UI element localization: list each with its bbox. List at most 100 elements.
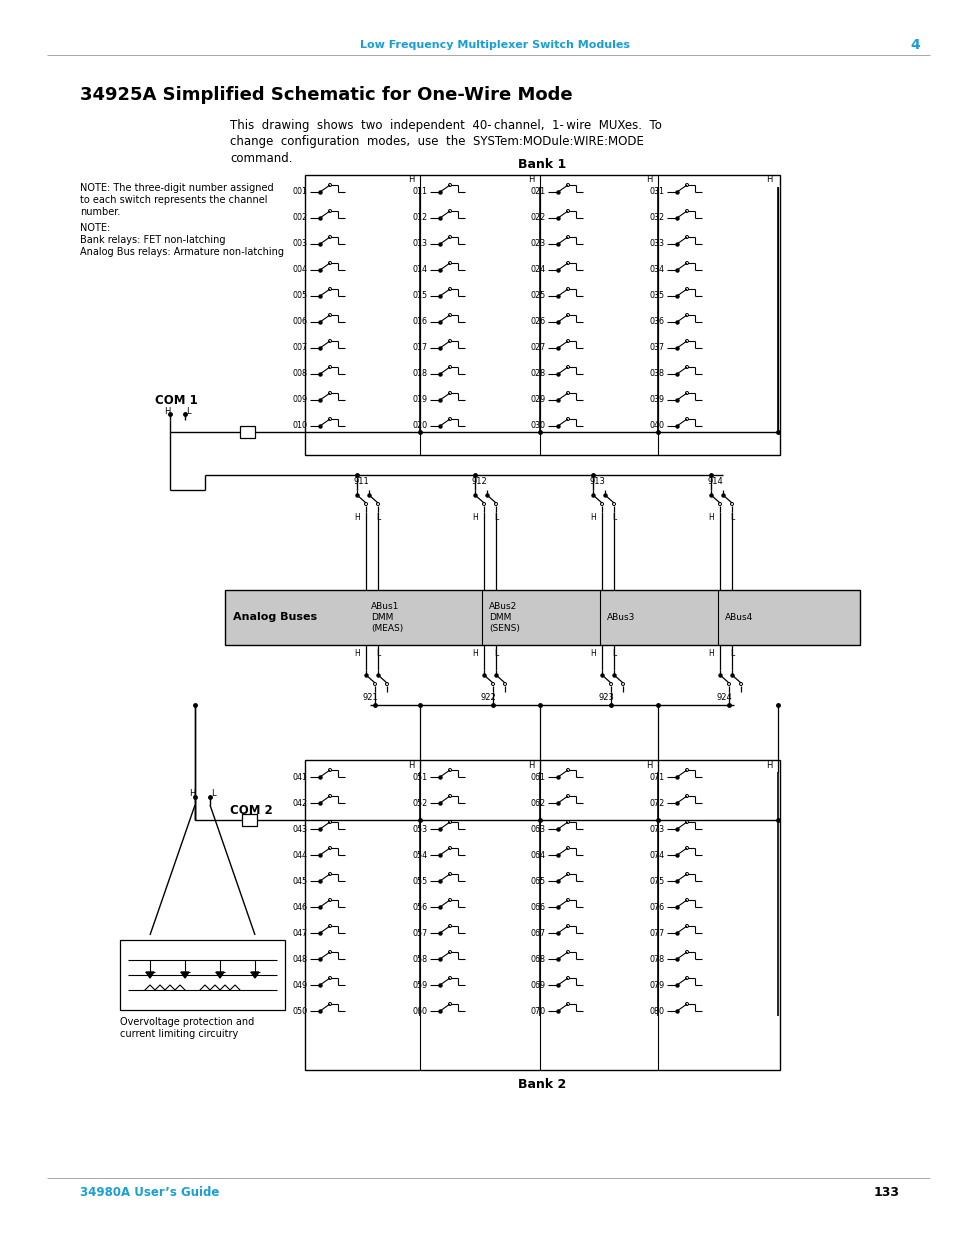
- Text: 069: 069: [530, 981, 545, 989]
- Text: H: H: [766, 761, 772, 769]
- Text: NOTE:: NOTE:: [80, 224, 111, 233]
- Text: 042: 042: [293, 799, 308, 808]
- Text: 020: 020: [413, 421, 428, 431]
- Text: 076: 076: [649, 903, 664, 911]
- Text: 063: 063: [531, 825, 545, 834]
- Text: 009: 009: [293, 395, 308, 405]
- Text: 057: 057: [413, 929, 428, 937]
- Text: to each switch represents the channel: to each switch represents the channel: [80, 195, 267, 205]
- Text: 061: 061: [531, 773, 545, 782]
- Text: 922: 922: [479, 694, 496, 703]
- Text: 912: 912: [471, 478, 486, 487]
- Text: 035: 035: [649, 291, 664, 300]
- Text: 028: 028: [530, 369, 545, 378]
- Text: H: H: [354, 648, 359, 657]
- Bar: [240, 426, 254, 438]
- Text: 003: 003: [293, 240, 308, 248]
- Text: 019: 019: [413, 395, 428, 405]
- Text: 024: 024: [530, 266, 545, 274]
- Text: ABus3: ABus3: [606, 613, 635, 622]
- Text: 040: 040: [649, 421, 664, 431]
- Text: 047: 047: [293, 929, 308, 937]
- Text: 018: 018: [413, 369, 428, 378]
- Text: 079: 079: [649, 981, 664, 989]
- Bar: [225, 590, 859, 645]
- Text: 045: 045: [293, 877, 308, 885]
- Text: H: H: [189, 789, 195, 799]
- Bar: [242, 814, 256, 826]
- Text: Low Frequency Multiplexer Switch Modules: Low Frequency Multiplexer Switch Modules: [359, 40, 629, 49]
- Text: 012: 012: [413, 214, 428, 222]
- Text: 013: 013: [413, 240, 428, 248]
- Polygon shape: [146, 972, 153, 978]
- Text: Bank relays: FET non-latching: Bank relays: FET non-latching: [80, 235, 225, 245]
- Text: 044: 044: [293, 851, 308, 860]
- Text: 011: 011: [413, 188, 428, 196]
- Text: 054: 054: [413, 851, 428, 860]
- Text: 133: 133: [873, 1187, 899, 1199]
- Text: H: H: [408, 761, 415, 769]
- Text: ABus2
DMM
(SENS): ABus2 DMM (SENS): [489, 601, 519, 634]
- Text: 4: 4: [909, 38, 919, 52]
- Text: 043: 043: [293, 825, 308, 834]
- Text: L: L: [729, 648, 734, 657]
- Text: 914: 914: [706, 478, 722, 487]
- Bar: [120, 940, 285, 1010]
- Text: ABus1
DMM
(MEAS): ABus1 DMM (MEAS): [371, 601, 403, 634]
- Text: H: H: [528, 761, 535, 769]
- Text: 002: 002: [293, 214, 308, 222]
- Text: 070: 070: [530, 1007, 545, 1015]
- Text: Analog Buses: Analog Buses: [233, 613, 316, 622]
- Text: 913: 913: [588, 478, 604, 487]
- Text: 077: 077: [649, 929, 664, 937]
- Text: 050: 050: [293, 1007, 308, 1015]
- Text: 022: 022: [530, 214, 545, 222]
- Bar: [305, 760, 780, 1070]
- Text: L: L: [375, 648, 379, 657]
- Text: 041: 041: [293, 773, 308, 782]
- Text: 021: 021: [530, 188, 545, 196]
- Text: L: L: [729, 513, 734, 521]
- Text: H: H: [646, 175, 652, 184]
- Text: 026: 026: [530, 317, 545, 326]
- Text: 921: 921: [362, 694, 377, 703]
- Text: 071: 071: [649, 773, 664, 782]
- Text: 052: 052: [413, 799, 428, 808]
- Text: H: H: [164, 406, 170, 415]
- Text: This  drawing  shows  two  independent  40- channel,  1- wire  MUXes.  To: This drawing shows two independent 40- c…: [230, 119, 661, 131]
- Text: Overvoltage protection and: Overvoltage protection and: [120, 1016, 254, 1028]
- Text: 030: 030: [531, 421, 545, 431]
- Text: 048: 048: [293, 955, 308, 963]
- Text: 017: 017: [413, 343, 428, 352]
- Text: COM 2: COM 2: [230, 804, 273, 816]
- Text: 075: 075: [649, 877, 664, 885]
- Text: 34925A Simplified Schematic for One-Wire Mode: 34925A Simplified Schematic for One-Wire…: [80, 86, 572, 104]
- Text: 031: 031: [649, 188, 664, 196]
- Text: H: H: [408, 175, 415, 184]
- Text: NOTE: The three-digit number assigned: NOTE: The three-digit number assigned: [80, 183, 274, 193]
- Text: 015: 015: [413, 291, 428, 300]
- Text: H: H: [590, 648, 596, 657]
- Text: H: H: [590, 513, 596, 521]
- Text: 032: 032: [649, 214, 664, 222]
- Text: 014: 014: [413, 266, 428, 274]
- Text: current limiting circuitry: current limiting circuitry: [120, 1029, 238, 1039]
- Text: 923: 923: [598, 694, 614, 703]
- Text: 064: 064: [531, 851, 545, 860]
- Text: COM 1: COM 1: [154, 394, 197, 406]
- Text: number.: number.: [80, 207, 120, 217]
- Text: 073: 073: [649, 825, 664, 834]
- Text: 001: 001: [293, 188, 308, 196]
- Text: 010: 010: [293, 421, 308, 431]
- Text: 036: 036: [649, 317, 664, 326]
- Text: 037: 037: [649, 343, 664, 352]
- Text: 067: 067: [530, 929, 545, 937]
- Text: Bank 1: Bank 1: [517, 158, 566, 172]
- Text: change  configuration  modes,  use  the  SYSTem:MODule:WIRE:MODE: change configuration modes, use the SYST…: [230, 136, 643, 148]
- Text: 016: 016: [413, 317, 428, 326]
- Text: 34980A User’s Guide: 34980A User’s Guide: [80, 1187, 219, 1199]
- Text: 038: 038: [649, 369, 664, 378]
- Text: 005: 005: [293, 291, 308, 300]
- Text: 059: 059: [413, 981, 428, 989]
- Text: 025: 025: [530, 291, 545, 300]
